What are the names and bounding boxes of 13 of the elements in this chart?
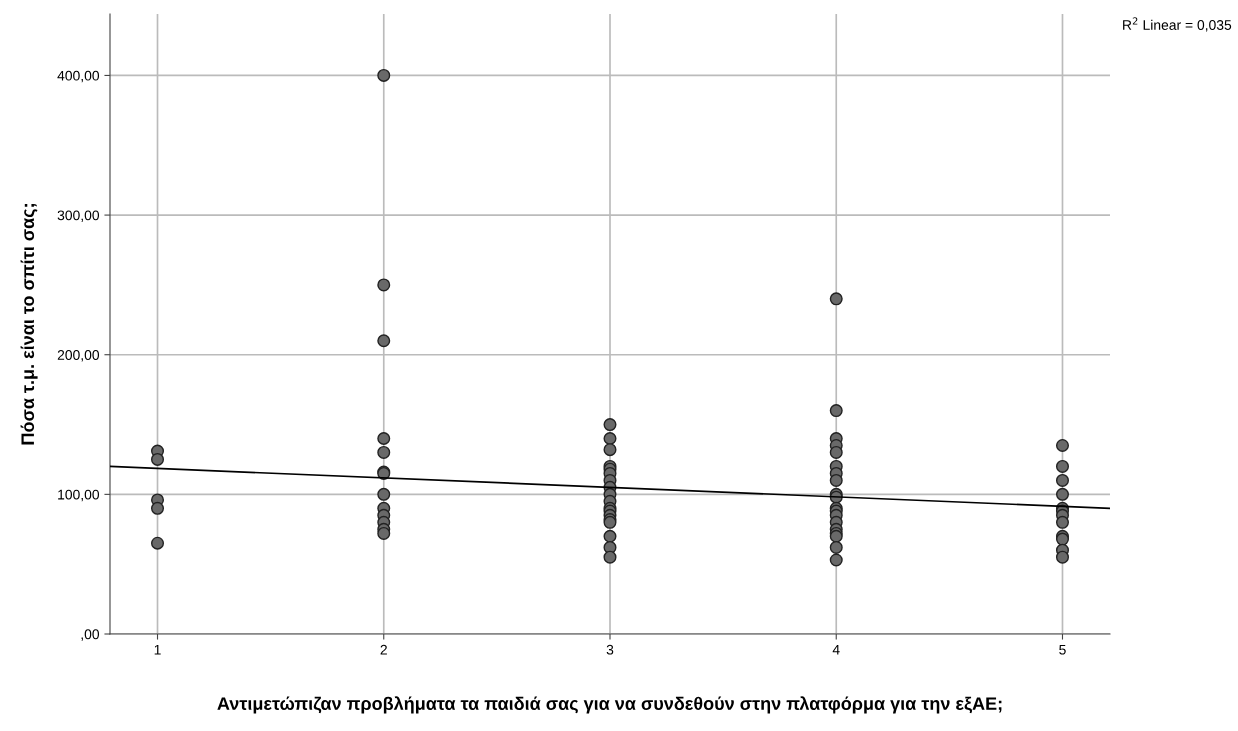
x-tick-label: 4 — [832, 644, 840, 655]
y-tick-label: 100,00 — [58, 489, 100, 502]
x-tick-label: 3 — [606, 644, 614, 655]
y-tick-label: ,00 — [81, 629, 100, 641]
x-tick-label: 5 — [1059, 644, 1066, 655]
y-tick-label: 200,00 — [57, 350, 100, 362]
y-tick-label: 300,00 — [57, 210, 100, 222]
y-axis-title: Πόσα τ.μ. είναι το σπίτι σας; — [20, 204, 38, 445]
text: R$^{2}$ Linear = 0,035 — [1123, 17, 1232, 32]
x-tick-label: 1 — [154, 644, 161, 655]
x-axis-title: Αντιμετώπιζαν προβλήματα τα παιδιά σας για να συνδεθούν στην πλατφόρμα για την εξΑΕ; — [217, 696, 1002, 714]
y-tick-label: 400,00 — [57, 70, 100, 83]
x-tick-label: 2 — [380, 644, 387, 655]
